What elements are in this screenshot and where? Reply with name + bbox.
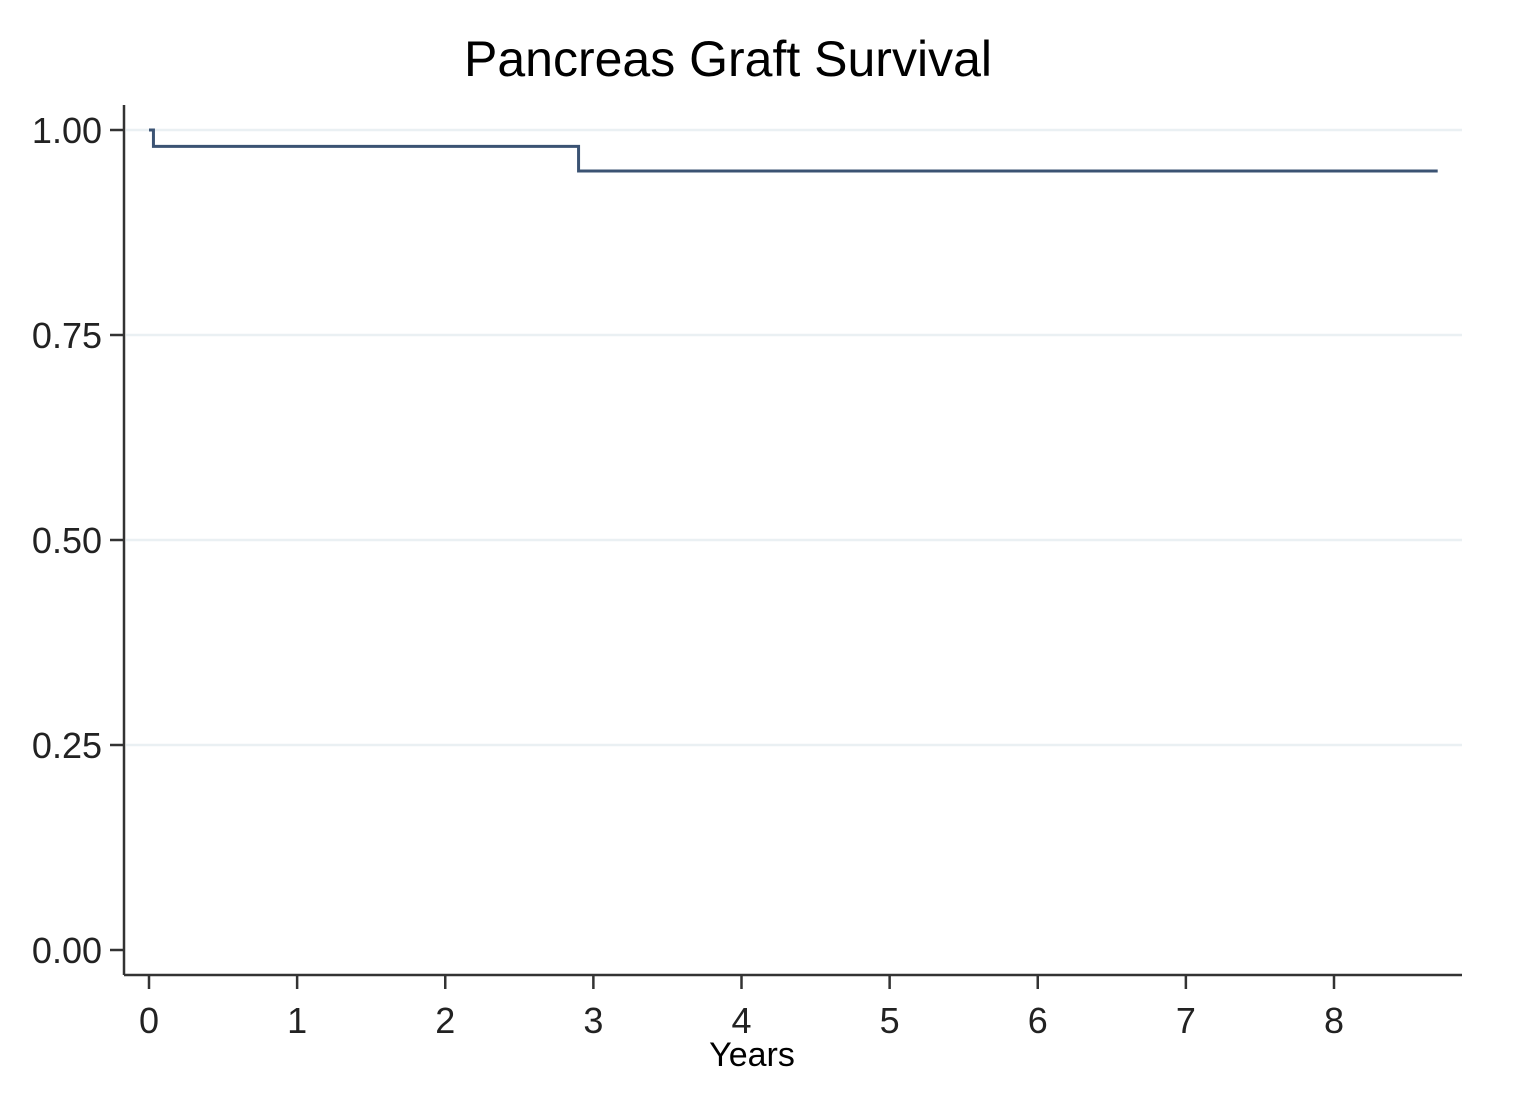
y-tick-label: 1.00 xyxy=(32,110,102,151)
survival-step-line xyxy=(149,128,1438,173)
x-tick-label: 4 xyxy=(731,1000,751,1041)
y-tick-label: 0.75 xyxy=(32,315,102,356)
x-tick-label: 6 xyxy=(1028,1000,1048,1041)
x-tick-label: 0 xyxy=(139,1000,159,1041)
x-tick-label: 1 xyxy=(287,1000,307,1041)
axes: 0.00 0.25 0.50 0.75 1.00 0 1 2 3 4 5 6 7 8 xyxy=(32,105,1462,1041)
chart-title: Pancreas Graft Survival xyxy=(464,31,992,87)
series-layer xyxy=(149,128,1438,173)
x-tick-label: 8 xyxy=(1324,1000,1344,1041)
x-tick-label: 3 xyxy=(583,1000,603,1041)
x-axis-label: Years xyxy=(709,1036,795,1074)
x-tick-label: 2 xyxy=(435,1000,455,1041)
y-tick-label: 0.50 xyxy=(32,520,102,561)
y-tick-label: 0.00 xyxy=(32,930,102,971)
x-tick-label: 7 xyxy=(1176,1000,1196,1041)
grid-lines xyxy=(126,128,1462,747)
x-tick-label: 5 xyxy=(880,1000,900,1041)
y-tick-label: 0.25 xyxy=(32,725,102,766)
